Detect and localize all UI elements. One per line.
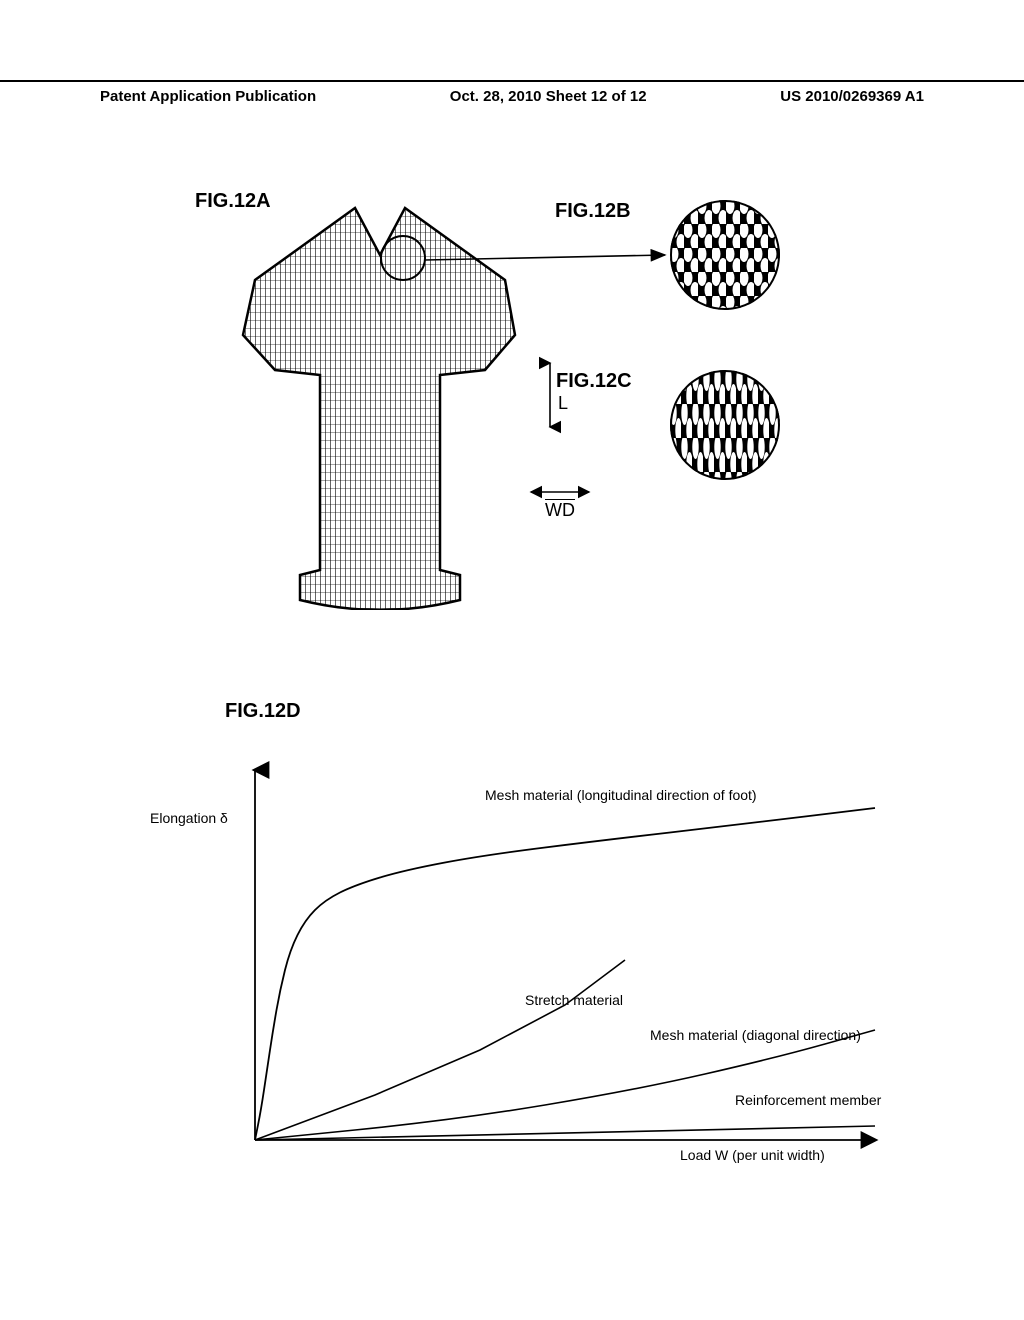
mesh_longitudinal-label: Mesh material (longitudinal direction of… [485, 787, 757, 803]
wd-label: WD [545, 500, 575, 521]
callout-arrow [420, 230, 680, 290]
reinforcement-label: Reinforcement member [735, 1092, 882, 1108]
l-label: L [558, 393, 568, 414]
fig12c-detail [670, 370, 780, 480]
mesh_diagonal-label: Mesh material (diagonal direction) [650, 1027, 861, 1043]
x-axis-label: Load W (per unit width) [680, 1147, 825, 1163]
stretch-label: Stretch material [525, 992, 623, 1008]
page-header: Patent Application Publication Oct. 28, … [0, 80, 1024, 105]
header-center: Oct. 28, 2010 Sheet 12 of 12 [450, 88, 647, 105]
y-axis-label: Elongation δ [150, 810, 228, 826]
header-left: Patent Application Publication [100, 88, 316, 105]
fig12d-chart: Mesh material (longitudinal direction of… [160, 740, 900, 1170]
fig12b-label: FIG.12B [555, 200, 631, 223]
header-right: US 2010/0269369 A1 [780, 88, 924, 105]
fig12b-detail [670, 200, 780, 310]
patent-page: Patent Application Publication Oct. 28, … [0, 0, 1024, 1320]
fig12d-label: FIG.12D [225, 700, 301, 723]
